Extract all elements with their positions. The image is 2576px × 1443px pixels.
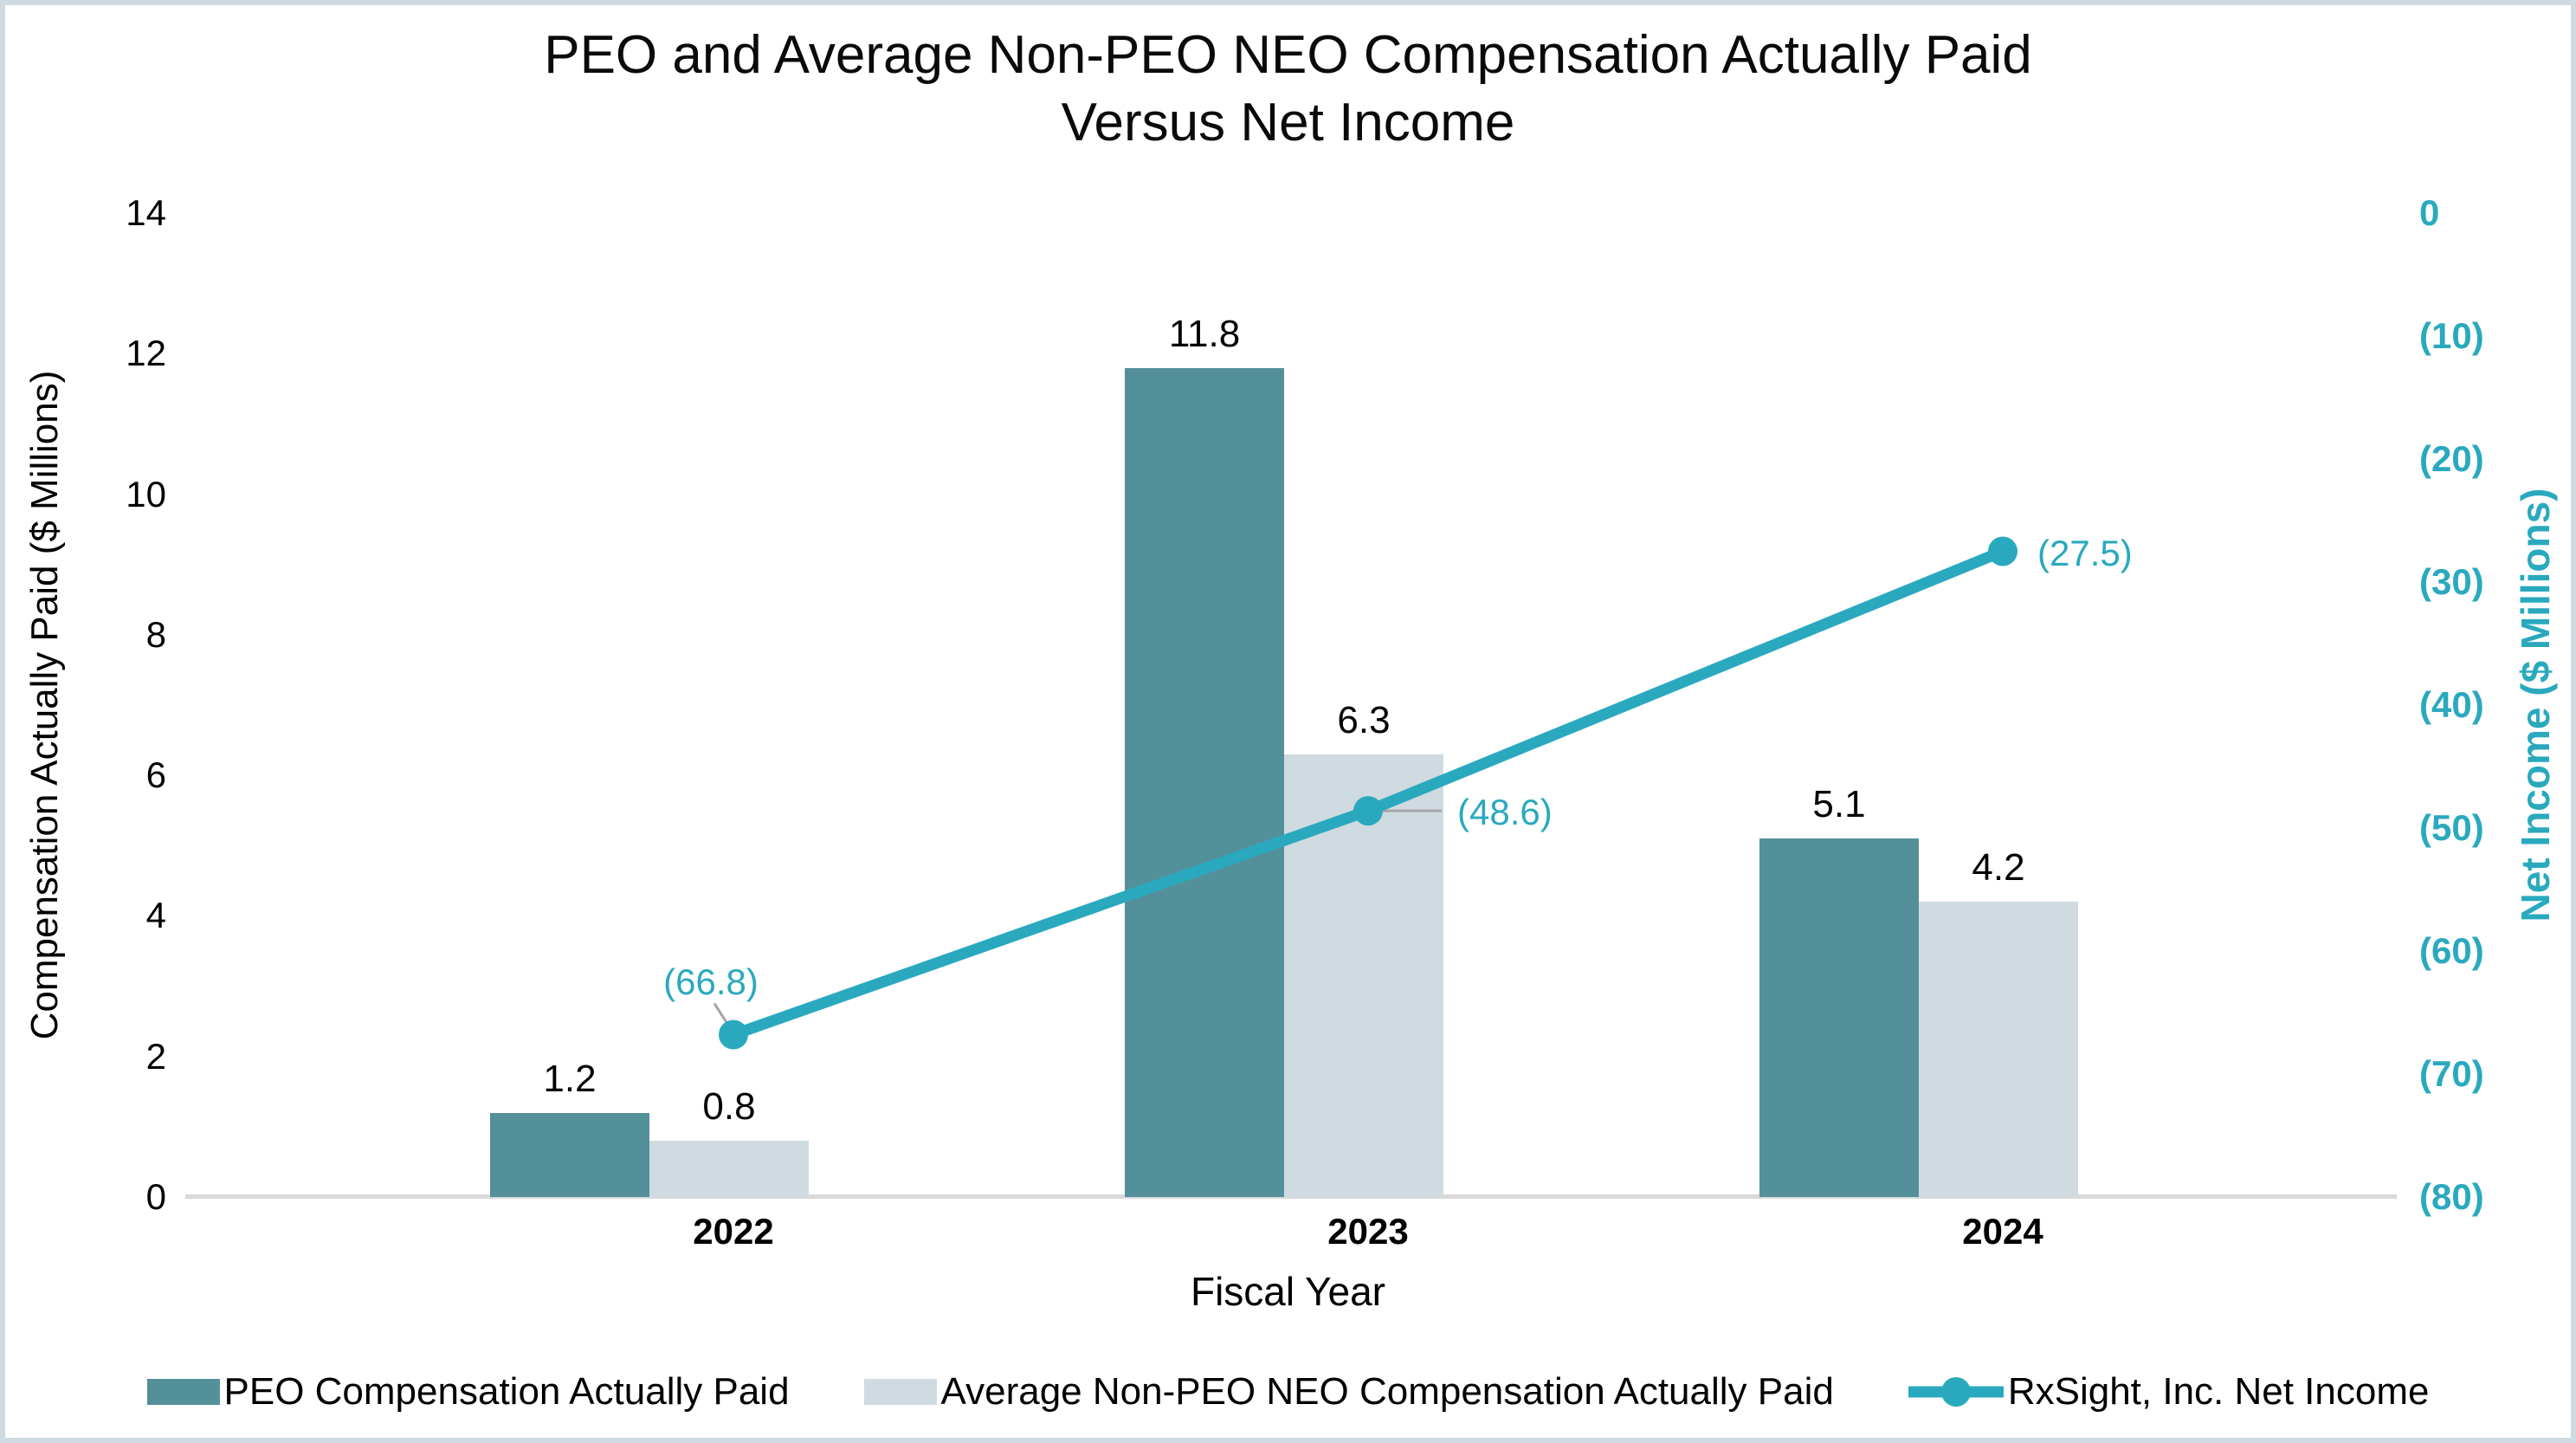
legend-label: Average Non-PEO NEO Compensation Actuall… (940, 1370, 1834, 1413)
left-axis-title: Compensation Actually Paid ($ Millions) (23, 370, 66, 1040)
bar-non-peo (1284, 754, 1443, 1197)
bar-value-label: 0.8 (702, 1085, 756, 1129)
x-axis-tick-label: 2024 (1962, 1211, 2043, 1252)
net-income-marker (719, 1019, 748, 1050)
legend-label: PEO Compensation Actually Paid (223, 1370, 790, 1413)
net-income-marker (1988, 536, 2018, 566)
legend-swatch-icon (863, 1379, 937, 1405)
bar-value-label: 4.2 (1972, 846, 2025, 890)
y-axis-tick-label: 2 (145, 1035, 166, 1077)
x-axis-tick-label: 2022 (693, 1211, 774, 1252)
bar-peo (1759, 838, 1919, 1197)
right-axis-title: Net Income ($ Millions) (2513, 488, 2558, 922)
legend-label: RxSight, Inc. Net Income (2007, 1370, 2430, 1413)
y-axis-tick-label: 12 (126, 333, 166, 374)
chart-title-line1: PEO and Average Non-PEO NEO Compensation… (544, 25, 2032, 85)
legend-item: PEO Compensation Actually Paid (146, 1370, 790, 1414)
y-axis-tick-label: 4 (145, 895, 166, 936)
y2-axis-tick-label: (80) (2419, 1176, 2484, 1217)
y-axis-tick-label: 0 (145, 1176, 166, 1217)
bar-value-label: 5.1 (1812, 783, 1866, 826)
y2-axis-tick-label: (10) (2419, 315, 2484, 356)
bar-value-label: 6.3 (1337, 698, 1391, 741)
y2-axis-tick-label: 0 (2419, 192, 2440, 233)
chart-title-line2: Versus Net Income (1061, 93, 1515, 152)
bar-non-peo (649, 1141, 809, 1197)
bar-peo (1125, 367, 1284, 1197)
y2-axis-tick-label: (40) (2419, 684, 2484, 725)
bar-non-peo (1919, 902, 2078, 1197)
bar-peo (490, 1112, 649, 1197)
x-axis-tick-label: 2023 (1327, 1211, 1409, 1252)
bar-value-label: 11.8 (1168, 312, 1241, 355)
y2-axis-tick-label: (60) (2419, 930, 2484, 971)
y-axis-tick-label: 14 (126, 192, 166, 233)
legend: PEO Compensation Actually Paid Average No… (5, 1370, 2571, 1414)
y2-axis-tick-label: (50) (2419, 807, 2484, 848)
y2-axis-tick-label: (70) (2419, 1053, 2484, 1094)
legend-swatch-icon (146, 1379, 220, 1405)
line-value-callout: (48.6) (1457, 792, 1553, 833)
y-axis-tick-label: 8 (145, 613, 166, 655)
y2-axis-tick-label: (20) (2419, 438, 2484, 479)
x-axis-title: Fiscal Year (1190, 1269, 1385, 1314)
y-axis-tick-label: 6 (145, 754, 166, 796)
y-axis-tick-label: 10 (126, 473, 166, 514)
line-value-callout: (27.5) (2037, 532, 2133, 573)
bar-value-label: 1.2 (543, 1057, 597, 1100)
leader-line (713, 1002, 732, 1029)
legend-item: Average Non-PEO NEO Compensation Actuall… (863, 1370, 1834, 1414)
legend-line-marker-icon (1908, 1377, 2004, 1407)
y2-axis-tick-label: (30) (2419, 561, 2484, 602)
legend-item: RxSight, Inc. Net Income (1908, 1370, 2430, 1414)
line-value-callout: (66.8) (663, 961, 759, 1002)
